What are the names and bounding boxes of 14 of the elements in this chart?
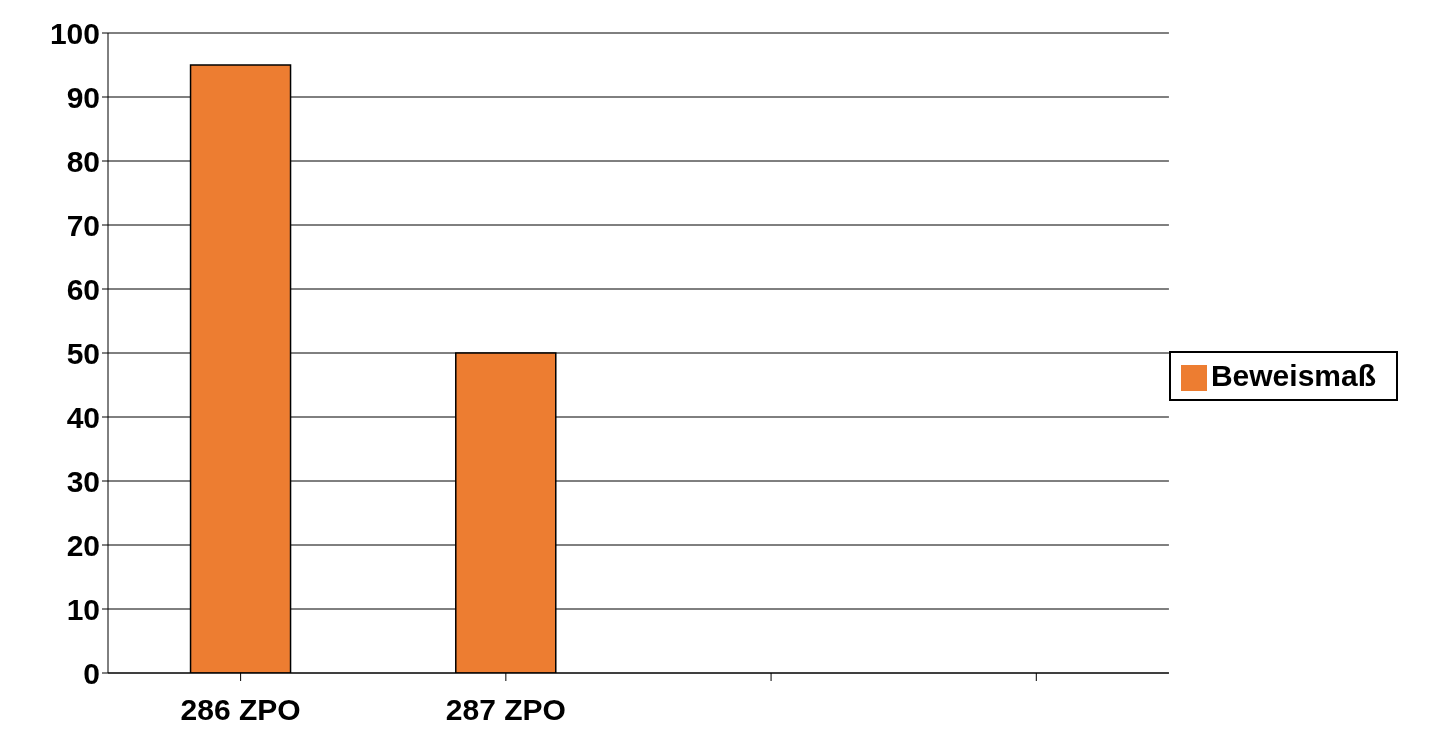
y-tick-label: 10 <box>66 592 100 626</box>
y-tick-label: 0 <box>83 656 100 690</box>
y-tick-label: 70 <box>66 208 100 242</box>
x-tick-label: 287 ZPO <box>445 693 566 727</box>
x-tick-label: 286 ZPO <box>180 693 301 727</box>
y-tick-label: 90 <box>66 80 100 114</box>
y-tick-label: 100 <box>49 16 100 50</box>
y-tick-label: 40 <box>66 400 100 434</box>
y-tick-label: 50 <box>66 336 100 370</box>
legend-label: Beweismaß <box>1210 358 1376 392</box>
y-tick-label: 60 <box>66 272 100 306</box>
y-tick-label: 30 <box>66 464 100 498</box>
y-tick-label: 20 <box>66 528 100 562</box>
y-tick-label: 80 <box>66 144 100 178</box>
